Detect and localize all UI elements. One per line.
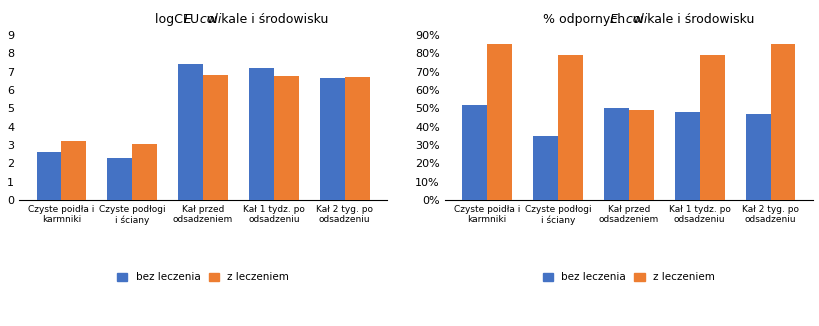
Bar — [107, 158, 132, 200]
Bar — [319, 78, 344, 200]
Bar — [344, 77, 369, 200]
Bar — [699, 55, 724, 200]
Text: % odpornych E. coli w kale i środowisku: % odpornych E. coli w kale i środowisku — [504, 12, 753, 25]
Legend: bez leczenia, z leczeniem: bez leczenia, z leczeniem — [538, 268, 718, 287]
Text: E. coli: E. coli — [184, 13, 221, 26]
Bar — [486, 44, 511, 200]
Bar — [61, 141, 86, 200]
Bar — [462, 105, 486, 200]
Bar — [558, 55, 582, 200]
Bar — [132, 144, 157, 200]
Bar — [274, 76, 298, 200]
Bar — [203, 75, 228, 200]
Text: logCFU E. coli w kale i środowisku: logCFU E. coli w kale i środowisku — [97, 12, 308, 25]
Bar — [628, 110, 653, 200]
Text: % odpornych: % odpornych — [542, 13, 628, 26]
Bar — [604, 108, 628, 200]
Bar — [178, 64, 203, 200]
Bar — [37, 153, 61, 200]
Text: E. coli: E. coli — [609, 13, 647, 26]
Text: w kale i środowisku: w kale i środowisku — [628, 13, 753, 26]
Bar — [249, 68, 274, 200]
Bar — [744, 114, 770, 200]
Text: w kale i środowisku: w kale i środowisku — [203, 13, 328, 26]
Bar — [532, 136, 558, 200]
Bar — [674, 112, 699, 200]
Legend: bez leczenia, z leczeniem: bez leczenia, z leczeniem — [112, 268, 293, 287]
Bar — [770, 44, 794, 200]
Text: logCFU: logCFU — [155, 13, 203, 26]
